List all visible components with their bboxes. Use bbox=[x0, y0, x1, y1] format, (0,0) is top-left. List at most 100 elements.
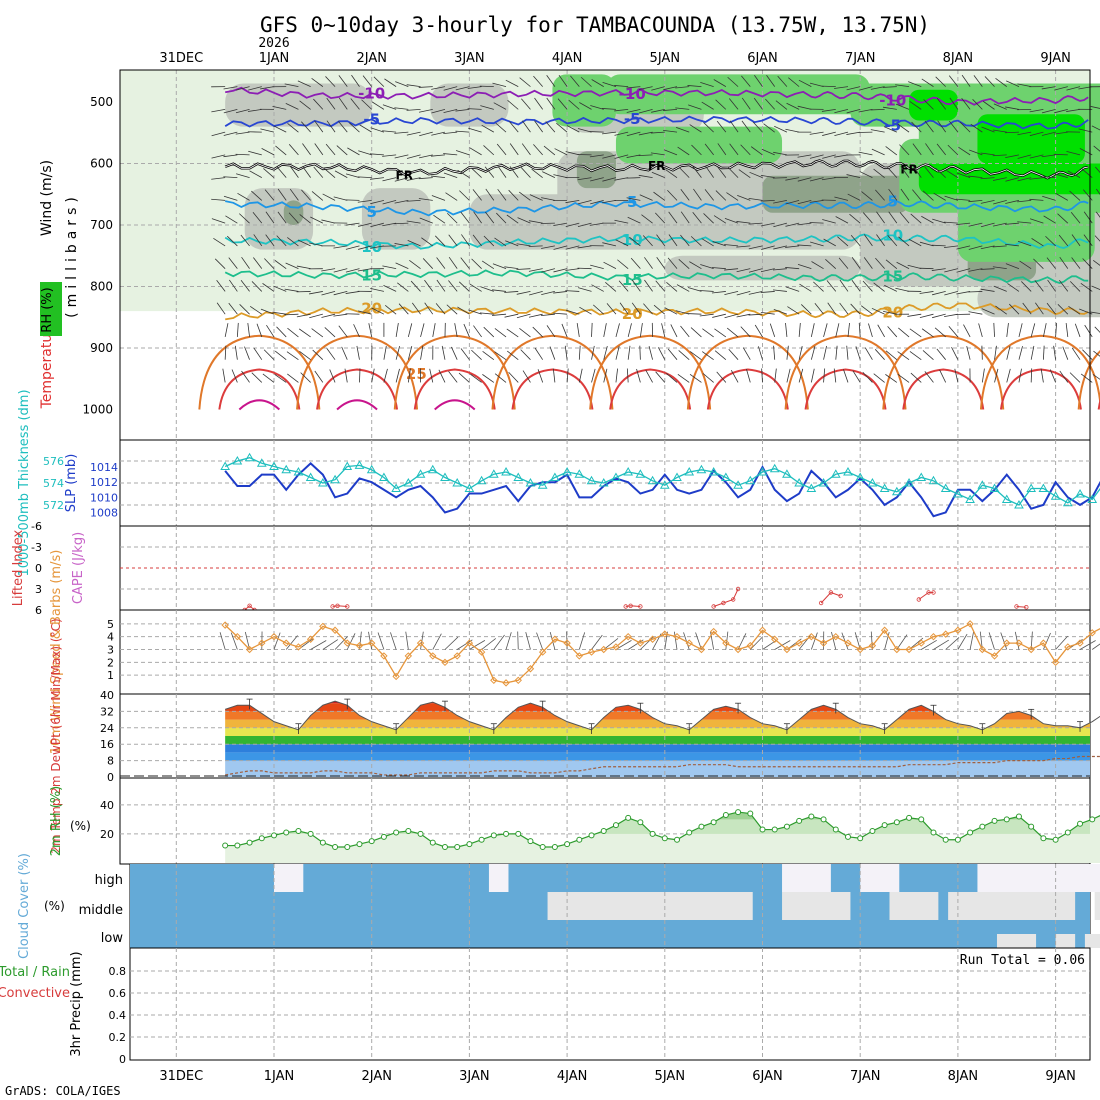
surface-barb bbox=[405, 631, 409, 650]
wind-barb bbox=[1047, 279, 1056, 292]
rh2m-point bbox=[258, 835, 265, 842]
contour-30 bbox=[609, 368, 692, 410]
cloud-gap bbox=[860, 864, 900, 892]
wind-barb bbox=[863, 257, 873, 269]
wind-barb bbox=[276, 166, 287, 178]
wind-barb bbox=[482, 350, 495, 361]
surface-barb bbox=[219, 632, 226, 650]
wind-barb bbox=[554, 148, 568, 156]
wind-barb bbox=[422, 258, 434, 269]
wind-barb bbox=[859, 171, 873, 179]
wind-barb bbox=[919, 313, 934, 319]
wind-barb bbox=[481, 124, 495, 133]
wind-barb bbox=[1095, 211, 1100, 218]
wind-barb bbox=[992, 154, 1007, 157]
wind-barb bbox=[730, 370, 739, 383]
date-tick-bottom: 7JAN bbox=[850, 1069, 881, 1084]
wind-barb bbox=[324, 168, 336, 178]
wind-barb bbox=[285, 262, 299, 270]
wind-barb bbox=[785, 322, 788, 337]
temp2m-series bbox=[120, 698, 1100, 777]
wind-barb bbox=[577, 287, 592, 292]
wind-barb bbox=[546, 325, 556, 338]
pressure-ticks: 500 600 700 800 900 1000 bbox=[82, 95, 113, 417]
wind10m-point bbox=[1015, 639, 1023, 647]
wind-barb bbox=[529, 194, 543, 201]
tick-label: 1 bbox=[107, 669, 114, 682]
wind-barb bbox=[1005, 200, 1020, 204]
rh2m-point bbox=[832, 826, 839, 833]
wind-barb bbox=[741, 97, 751, 110]
rh2m-point bbox=[478, 836, 485, 843]
wind10m-series bbox=[219, 620, 1100, 687]
wind10m-point bbox=[856, 645, 864, 654]
thickness-point bbox=[843, 466, 853, 476]
wind-barb bbox=[1066, 86, 1081, 91]
wind-barb bbox=[505, 240, 519, 247]
wind-barb bbox=[590, 177, 604, 182]
rh2m-point bbox=[820, 816, 827, 823]
wind-barb bbox=[653, 304, 666, 315]
cloud-block bbox=[225, 892, 294, 920]
thickness-slp-panel: 576 574 572 1014 1012 1010 1008 1000-500mb Thi… bbox=[17, 389, 1100, 577]
wind-barb bbox=[382, 130, 397, 133]
rh2m-point bbox=[368, 838, 375, 845]
wind-barb bbox=[1029, 198, 1044, 201]
wind-barb bbox=[418, 177, 433, 180]
surface-barb bbox=[627, 639, 644, 650]
rh2m-point bbox=[686, 829, 693, 836]
wind-barb bbox=[407, 346, 413, 360]
wind-barb bbox=[1091, 125, 1100, 131]
run-total: Run Total = 0.06 bbox=[960, 953, 1085, 968]
wind-barb bbox=[236, 173, 250, 179]
surface-barb bbox=[525, 632, 531, 650]
wind-barb bbox=[748, 245, 763, 250]
wind-barb bbox=[614, 131, 629, 136]
wind-barb bbox=[211, 108, 226, 113]
wind-barb bbox=[773, 222, 788, 228]
wind-barb bbox=[406, 177, 421, 181]
slp-line bbox=[224, 461, 1100, 518]
wind-barb bbox=[1082, 189, 1093, 201]
wind-barb bbox=[313, 166, 324, 178]
wind-barb bbox=[468, 309, 482, 315]
wind-barb bbox=[373, 76, 385, 87]
wind-barb bbox=[667, 257, 678, 269]
wind-barb bbox=[876, 211, 885, 224]
wind-barb bbox=[382, 200, 397, 205]
wind-barb bbox=[1007, 283, 1020, 292]
wind-barb bbox=[301, 189, 311, 201]
wind-barb bbox=[483, 145, 495, 156]
wind10m-point bbox=[514, 676, 522, 685]
wind-barb bbox=[827, 302, 837, 315]
wind-barb bbox=[264, 258, 275, 269]
wind-barb bbox=[224, 323, 229, 338]
tick-label: 600 bbox=[90, 157, 113, 171]
wind-barb bbox=[395, 368, 400, 383]
wind-barb bbox=[273, 125, 287, 133]
contour-30 bbox=[511, 368, 594, 410]
wind-barb bbox=[433, 214, 446, 224]
cloud-gap bbox=[977, 864, 1100, 892]
wind-barb bbox=[885, 374, 898, 383]
wind-barb bbox=[724, 218, 739, 224]
precip-legend-convective: Convective bbox=[0, 986, 70, 1001]
wind-barb bbox=[492, 313, 507, 316]
wind-barb bbox=[924, 166, 934, 178]
wind-barb bbox=[760, 222, 775, 227]
wind-barb bbox=[871, 307, 885, 315]
wind-barb bbox=[657, 347, 666, 360]
wind-barb bbox=[1084, 324, 1093, 338]
surface-barb bbox=[368, 631, 373, 650]
contour-label-25: 25 bbox=[406, 365, 427, 383]
wind-barb bbox=[885, 350, 898, 360]
date-tick-top: 4JAN bbox=[552, 51, 583, 66]
wind-barb bbox=[590, 105, 604, 110]
date-tick-bottom: 8JAN bbox=[948, 1069, 979, 1084]
wind-barb bbox=[810, 346, 816, 360]
temperature-contours: -10-10-10-5-5-5FRFRFR5551010101515152020… bbox=[198, 84, 1100, 411]
wind-barb bbox=[870, 108, 885, 111]
wind-barb bbox=[944, 313, 958, 317]
temp-band bbox=[225, 736, 1090, 745]
thickness-point bbox=[647, 475, 658, 485]
